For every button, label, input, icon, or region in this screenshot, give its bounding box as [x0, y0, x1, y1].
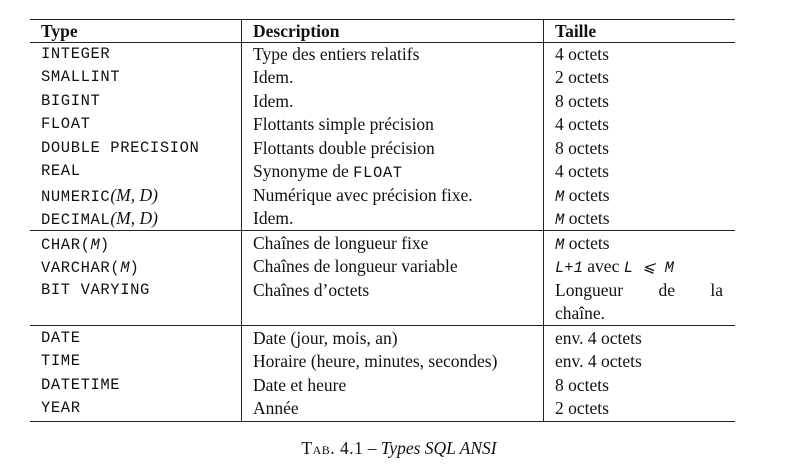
table-row-type: DOUBLE PRECISION	[41, 139, 200, 157]
size-word: Longueur	[555, 280, 624, 300]
table-row-size-continued: chaîne.	[555, 303, 606, 323]
size-unit: octets	[568, 185, 610, 205]
table-row-description: Date (jour, mois, an)	[253, 328, 398, 348]
table-row-description: Type des entiers relatifs	[253, 44, 420, 64]
table-row-size: 4 octets	[555, 44, 609, 64]
type-close: )	[99, 236, 110, 254]
table-row-type: CHAR(M)	[41, 233, 110, 255]
table-row-size: M octets	[555, 208, 610, 230]
caption-dash: –	[367, 438, 377, 458]
table-row-type: TIME	[41, 352, 81, 370]
table-bottom-rule	[30, 421, 735, 422]
table-row-type: SMALLINT	[41, 68, 121, 86]
table-row-size: Longueur de la	[555, 280, 723, 300]
size-word: de	[658, 280, 675, 300]
table-row-type: BIGINT	[41, 92, 101, 110]
table-row-type: YEAR	[41, 399, 81, 417]
table-row-size: 4 octets	[555, 161, 609, 181]
table-row-description: Chaînes d’octets	[253, 280, 370, 300]
group-rule-2	[30, 325, 735, 326]
table-row-size: env. 4 octets	[555, 351, 642, 371]
table-row-description: Année	[253, 398, 299, 418]
column-divider-1	[241, 19, 242, 422]
table-row-type: VARCHAR(M)	[41, 256, 139, 278]
table-row-type: INTEGER	[41, 45, 111, 63]
table-row-type: NUMERIC(M, D)	[41, 185, 158, 207]
table-row-size: 2 octets	[555, 67, 609, 87]
size-condition: L ⩽ M	[623, 259, 674, 277]
table-row-size: M octets	[555, 233, 610, 255]
type-keyword: CHAR(	[41, 236, 91, 254]
table-row-type: DECIMAL(M, D)	[41, 208, 158, 230]
type-variable: M	[120, 259, 130, 277]
type-variable: M	[90, 236, 100, 254]
table-row-type: DATE	[41, 329, 81, 347]
table-row-size: env. 4 octets	[555, 328, 642, 348]
header-size: Taille	[555, 21, 597, 41]
header-description: Description	[253, 21, 340, 41]
table-row-type: DATETIME	[41, 376, 121, 394]
table-row-size: 2 octets	[555, 398, 609, 418]
table-row-size: L+1 avec L ⩽ M	[555, 256, 674, 278]
type-close: )	[129, 259, 140, 277]
table-caption: Tab. 4.1 – Types SQL ANSI	[0, 438, 798, 459]
table-row-size: 8 octets	[555, 91, 609, 111]
table-row-description: Flottants double précision	[253, 138, 435, 158]
type-args: (M, D)	[110, 185, 158, 205]
size-variable: M	[555, 188, 565, 206]
table-top-rule	[30, 19, 735, 20]
type-args: (M, D)	[110, 208, 158, 228]
size-unit: octets	[568, 233, 610, 253]
header-type: Type	[41, 21, 78, 41]
table-row-description: Numérique avec précision fixe.	[253, 185, 473, 205]
table-row-description: Idem.	[253, 67, 294, 87]
group-rule-1	[30, 230, 735, 231]
table-row-description: Chaînes de longueur fixe	[253, 233, 429, 253]
size-text: avec	[587, 256, 620, 276]
type-keyword: NUMERIC	[41, 188, 111, 206]
size-variable: M	[555, 236, 565, 254]
table-row-type: REAL	[41, 162, 81, 180]
type-keyword: VARCHAR(	[41, 259, 121, 277]
description-code: FLOAT	[353, 164, 403, 182]
size-variable: M	[555, 211, 565, 229]
size-unit: octets	[568, 208, 610, 228]
table-row-description: Idem.	[253, 91, 294, 111]
table-row-description: Horaire (heure, minutes, secondes)	[253, 351, 498, 371]
table-row-description: Chaînes de longueur variable	[253, 256, 458, 276]
column-divider-2	[543, 19, 544, 422]
table-row-description: Synonyme de FLOAT	[253, 161, 403, 183]
caption-label: Tab. 4.1	[301, 438, 364, 458]
caption-title: Types SQL ANSI	[380, 438, 497, 458]
table-row-size: 4 octets	[555, 114, 609, 134]
table-row-type: BIT VARYING	[41, 281, 150, 299]
table-row-size: M octets	[555, 185, 610, 207]
table-row-description: Idem.	[253, 208, 294, 228]
table-row-size: 8 octets	[555, 138, 609, 158]
table-row-size: 8 octets	[555, 375, 609, 395]
description-text: Synonyme de	[253, 161, 349, 181]
header-rule	[30, 42, 735, 43]
table-row-type: FLOAT	[41, 115, 91, 133]
table-row-description: Date et heure	[253, 375, 347, 395]
size-expression: L+1	[555, 259, 583, 277]
type-keyword: DECIMAL	[41, 211, 111, 229]
table-row-description: Flottants simple précision	[253, 114, 434, 134]
size-word: la	[710, 280, 723, 300]
